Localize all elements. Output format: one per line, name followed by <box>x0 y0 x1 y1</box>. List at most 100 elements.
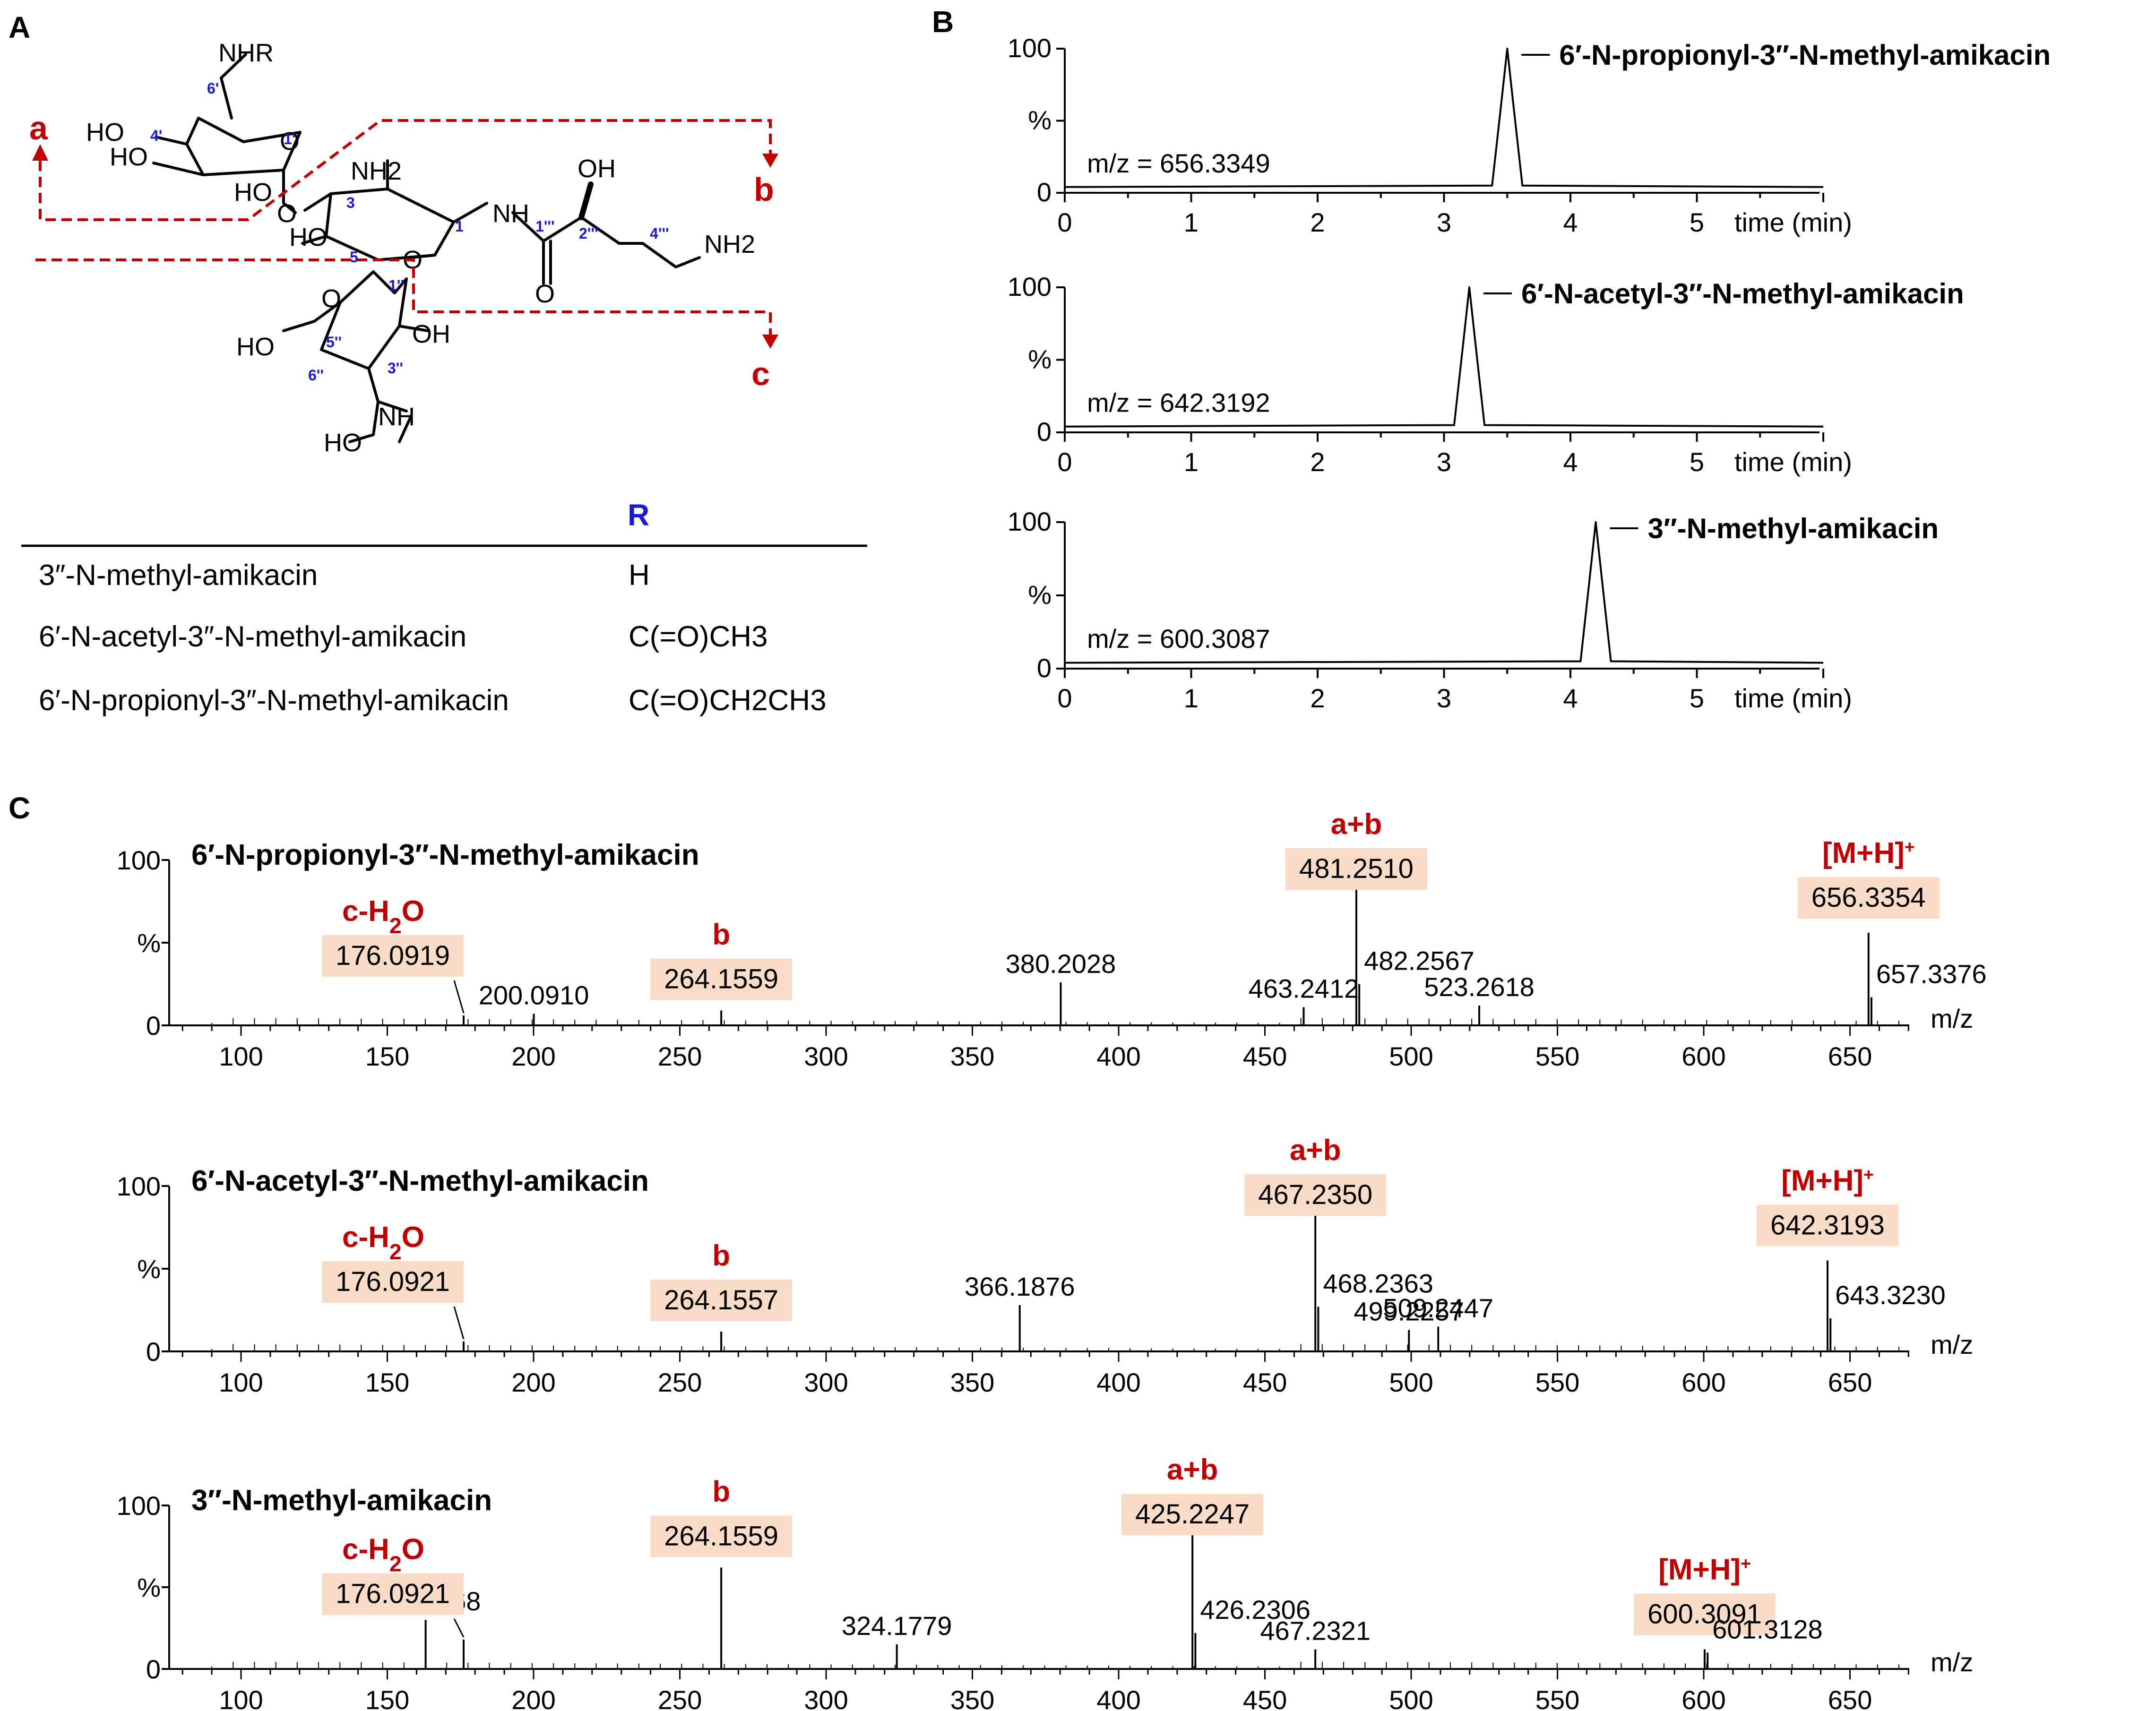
y-tick-label: 0 <box>1037 177 1052 207</box>
x-tick-label: 350 <box>950 1367 994 1397</box>
peak-label-box <box>1285 848 1427 890</box>
panel-label-c: C <box>9 791 30 825</box>
x-tick-label: 150 <box>365 1367 409 1397</box>
atom-number-5: 5 <box>350 249 358 266</box>
x-tick-label: 200 <box>511 1367 555 1397</box>
x-tick-label: 550 <box>1535 1685 1579 1711</box>
peak-label: 523.2618 <box>1424 972 1535 1002</box>
fragment-annotation: [M+H]+ <box>1822 837 1915 869</box>
structure-nh2-ring: NH2 <box>351 157 402 185</box>
fragment-annotation: b <box>712 919 730 951</box>
mz-label: m/z = 656.3349 <box>1087 148 1270 178</box>
table-row-name: 3″-N-methyl-amikacin <box>39 559 318 592</box>
x-axis-label: m/z <box>1931 1330 1973 1359</box>
structure-o-ring-2: O <box>321 284 341 313</box>
x-tick-label: 300 <box>804 1367 848 1397</box>
atom-number-1ppp: 1''' <box>535 218 555 235</box>
peak-label: 366.1876 <box>965 1272 1075 1301</box>
peak-label-box <box>650 1280 793 1321</box>
structure-ho-5: HO <box>236 333 275 361</box>
table-row-name: 6′-N-propionyl-3″-N-methyl-amikacin <box>39 684 509 717</box>
x-tick-label: 350 <box>950 1685 994 1711</box>
peak-label: 643.3230 <box>1835 1280 1946 1310</box>
fragment-annotation: [M+H]+ <box>1781 1165 1874 1197</box>
y-tick-label: % <box>1028 105 1052 135</box>
y-tick-label: % <box>137 1573 161 1602</box>
x-axis-label: m/z <box>1931 1004 1973 1033</box>
peak-label-box <box>1244 1174 1387 1216</box>
x-tick-label: 3 <box>1437 447 1451 477</box>
structure-o-carbonyl: O <box>535 280 555 308</box>
x-tick-label: 1 <box>1184 447 1199 477</box>
peak-label-box <box>322 1261 464 1303</box>
x-tick-label: 100 <box>219 1041 263 1071</box>
y-tick-label: % <box>1028 580 1052 610</box>
x-tick-label: 300 <box>804 1685 848 1711</box>
atom-number-1: 1 <box>455 218 464 235</box>
peak-label-box <box>1121 1494 1264 1535</box>
atom-number-6pp: 6'' <box>308 367 324 384</box>
peak-leader <box>453 1306 465 1340</box>
ms-spectra-panels: 100% 0 100 150 200 250 300 350 400 450 500 550 600 65… <box>117 808 1987 1711</box>
x-tick-label: 1 <box>1184 207 1199 237</box>
ms-spectrum: 100% 0 100 150 200 250 300 350 400 450 500 550 600 65… <box>117 1453 1974 1711</box>
peak-label: 200.0910 <box>479 980 589 1010</box>
atom-numbers: 6' 4' 1' 3 1 5 1''' 2''' 4''' 1'' 5'' 6'… <box>150 80 669 384</box>
x-tick-label: 5 <box>1690 207 1704 237</box>
peak-label: 264.1559 <box>664 964 778 995</box>
ms-spectrum: 100% 0 100 150 200 250 300 350 400 450 500 550 600 65… <box>117 808 1987 1071</box>
y-tick-label: 0 <box>146 1654 161 1684</box>
x-axis-label: time (min) <box>1734 207 1852 237</box>
peak-label-box <box>322 935 464 977</box>
table-row-name: 6′-N-acetyl-3″-N-methyl-amikacin <box>39 620 466 653</box>
x-tick-label: 4 <box>1563 683 1578 713</box>
x-tick-label: 200 <box>511 1685 555 1711</box>
x-tick-label: 1 <box>1184 683 1199 713</box>
peak-label: 482.2567 <box>1364 946 1475 976</box>
x-tick-label: 150 <box>365 1041 409 1071</box>
table-row-r: H <box>629 559 650 592</box>
x-tick-label: 550 <box>1535 1041 1579 1071</box>
x-tick-label: 0 <box>1057 447 1072 477</box>
peak-label: 600.3091 <box>1647 1599 1762 1629</box>
x-tick-label: 600 <box>1682 1685 1725 1711</box>
peak-label: 426.2306 <box>1200 1595 1311 1625</box>
peak-label: 657.3376 <box>1876 959 1987 989</box>
x-tick-label: 3 <box>1437 683 1451 713</box>
x-tick-label: 450 <box>1243 1685 1287 1711</box>
y-tick-label: 100 <box>1008 507 1052 536</box>
peak-label: 425.2247 <box>1135 1499 1250 1530</box>
x-tick-label: 650 <box>1828 1041 1872 1071</box>
x-tick-label: 3 <box>1437 207 1451 237</box>
chromatogram: 100% 00 1 2 3 4 5 time (min) m/z = 656.3349 6′-N-… <box>1008 33 2051 237</box>
cleavage-lines <box>35 119 772 335</box>
x-tick-label: 250 <box>658 1685 702 1711</box>
x-tick-label: 450 <box>1243 1367 1287 1397</box>
x-tick-label: 500 <box>1389 1367 1433 1397</box>
peak-label: 176.0921 <box>336 1266 450 1297</box>
x-axis-label: m/z <box>1931 1647 1973 1677</box>
structure-ho-1: HO <box>86 118 124 146</box>
x-tick-label: 250 <box>658 1367 702 1397</box>
chromatogram: 100% 00 1 2 3 4 5 time (min) m/z = 642.3192 6′-N-… <box>1008 272 1964 477</box>
fragment-annotation: b <box>712 1475 730 1508</box>
peak-label-box <box>322 1573 464 1615</box>
x-tick-label: 500 <box>1389 1041 1433 1071</box>
y-tick-label: 100 <box>1008 272 1052 301</box>
y-tick-label: 100 <box>117 1171 161 1201</box>
panel-label-b: B <box>932 5 954 39</box>
chromatogram-panels: 100%00 1 2 3 4 5 time (min)m/z = 656.33496′-N-… <box>1008 33 2051 713</box>
x-tick-label: 650 <box>1828 1367 1872 1397</box>
y-tick-label: 0 <box>146 1337 161 1367</box>
peak-label: 463.2412 <box>1249 974 1359 1004</box>
peak-label: 642.3193 <box>1770 1210 1885 1241</box>
structure-labels: NHR HO HO HO HO HO HO OH OH NH2 NH2 NH N… <box>86 39 755 457</box>
peak-label: 481.2510 <box>1299 853 1414 884</box>
structure-nh-methyl: NH <box>378 403 415 431</box>
y-tick-label: 0 <box>1037 653 1052 683</box>
table-header-r: R <box>628 498 649 532</box>
chromatogram-trace <box>1064 48 1824 188</box>
panel-label-a: A <box>9 10 30 44</box>
x-tick-label: 300 <box>804 1041 848 1071</box>
x-tick-label: 4 <box>1563 447 1578 477</box>
